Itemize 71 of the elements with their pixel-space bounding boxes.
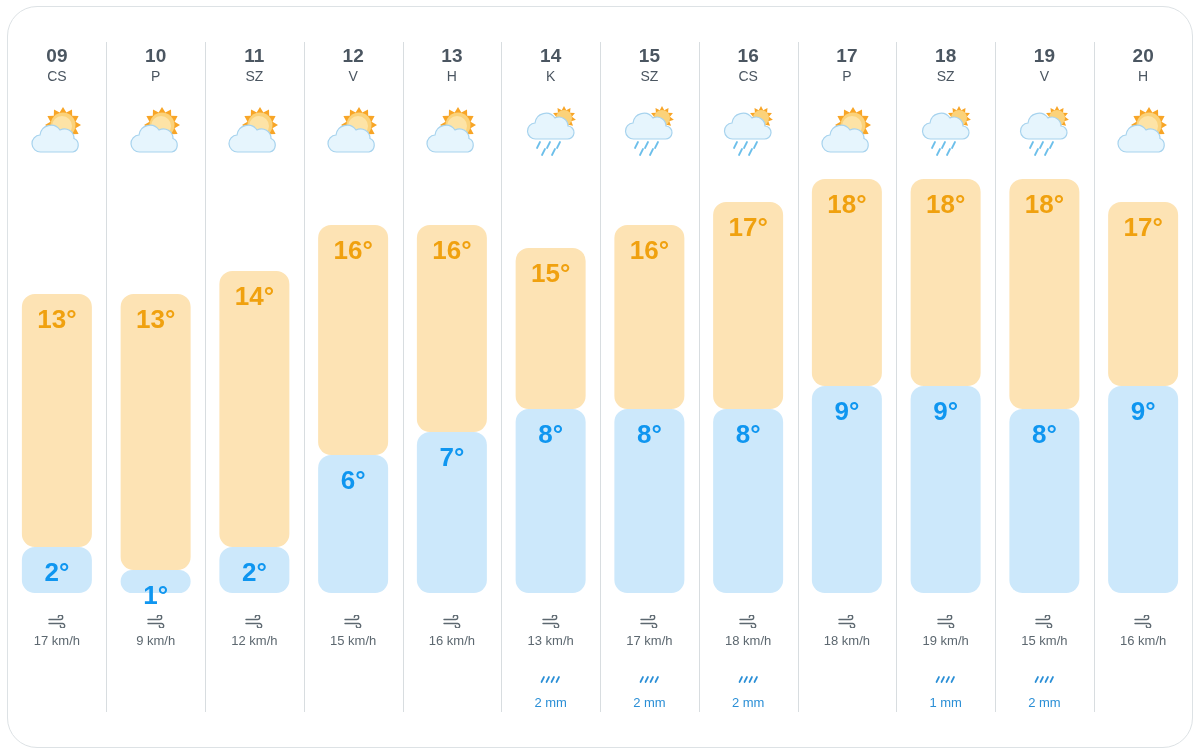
bar (318, 225, 389, 455)
x-tick-label: 12 V (342, 44, 364, 84)
total-label: 13° (37, 304, 77, 334)
bar (614, 225, 685, 409)
text: 9 km/h (136, 632, 176, 648)
bar (515, 248, 586, 409)
total-label: 14° (234, 281, 275, 311)
bar (416, 225, 487, 432)
text: 16 km/h (1120, 632, 1167, 648)
bar (1009, 409, 1080, 593)
x-tick-label: 18 SZ (935, 44, 957, 84)
data-label: 9° (933, 396, 959, 426)
bar (910, 386, 981, 593)
bar (1009, 179, 1080, 409)
data-label: 7° (439, 442, 465, 472)
total-label: 13° (135, 304, 176, 334)
text: 16 km/h (428, 632, 475, 648)
text: 19 km/h 1 mm (922, 632, 969, 710)
bar (21, 294, 92, 547)
text: 18 km/h 2 mm (725, 632, 772, 710)
x-tick-label: 11 SZ (244, 44, 265, 84)
x-tick-label: 09 CS (46, 44, 68, 84)
text: 12 km/h (231, 632, 278, 648)
total-label: 18° (1024, 189, 1065, 219)
x-tick-label: 10 P (145, 44, 167, 84)
bar (219, 271, 290, 547)
total-label: 16° (432, 235, 472, 265)
data-label: 2° (241, 557, 267, 587)
bar (713, 202, 784, 409)
total-label: 16° (629, 235, 670, 265)
data-label: 2° (44, 557, 70, 587)
bar (1108, 202, 1179, 386)
data-label: 9° (834, 396, 860, 426)
data-label: 1° (143, 580, 169, 610)
bar (219, 547, 290, 593)
x-tick-label: 16 CS (737, 44, 759, 84)
bar (318, 455, 389, 593)
text: 15 km/h (330, 632, 377, 648)
data-label: 8° (538, 419, 564, 449)
data-label: 8° (636, 419, 662, 449)
text: 17 km/h (33, 632, 80, 648)
text: 15 km/h 2 mm (1021, 632, 1068, 710)
bar (1108, 386, 1179, 593)
text: 18 km/h (823, 632, 870, 648)
bar (416, 432, 487, 593)
total-label: 18° (925, 189, 966, 219)
x-tick-label: 20 H (1132, 44, 1154, 84)
total-label: 17° (728, 212, 768, 242)
bar (515, 409, 586, 593)
text: 17 km/h 2 mm (626, 632, 673, 710)
bar (713, 409, 784, 593)
bar (910, 179, 981, 386)
text: 13 km/h 2 mm (527, 632, 574, 710)
total-label: 15° (530, 258, 571, 288)
bar (614, 409, 685, 593)
total-label: 18° (827, 189, 867, 219)
bar (811, 386, 882, 593)
x-tick-label: 19 V (1033, 44, 1055, 84)
x-tick-label: 17 P (836, 44, 858, 84)
data-label: 6° (340, 465, 366, 495)
data-label: 9° (1130, 396, 1156, 426)
total-label: 17° (1123, 212, 1163, 242)
data-label: 8° (735, 419, 761, 449)
bar (120, 294, 191, 570)
bar (811, 179, 882, 386)
total-label: 16° (333, 235, 373, 265)
data-label: 8° (1031, 419, 1057, 449)
x-tick-label: 13 H (441, 44, 463, 84)
bar (21, 547, 92, 593)
x-tick-label: 15 SZ (638, 44, 661, 84)
x-tick-label: 14 K (540, 44, 562, 84)
